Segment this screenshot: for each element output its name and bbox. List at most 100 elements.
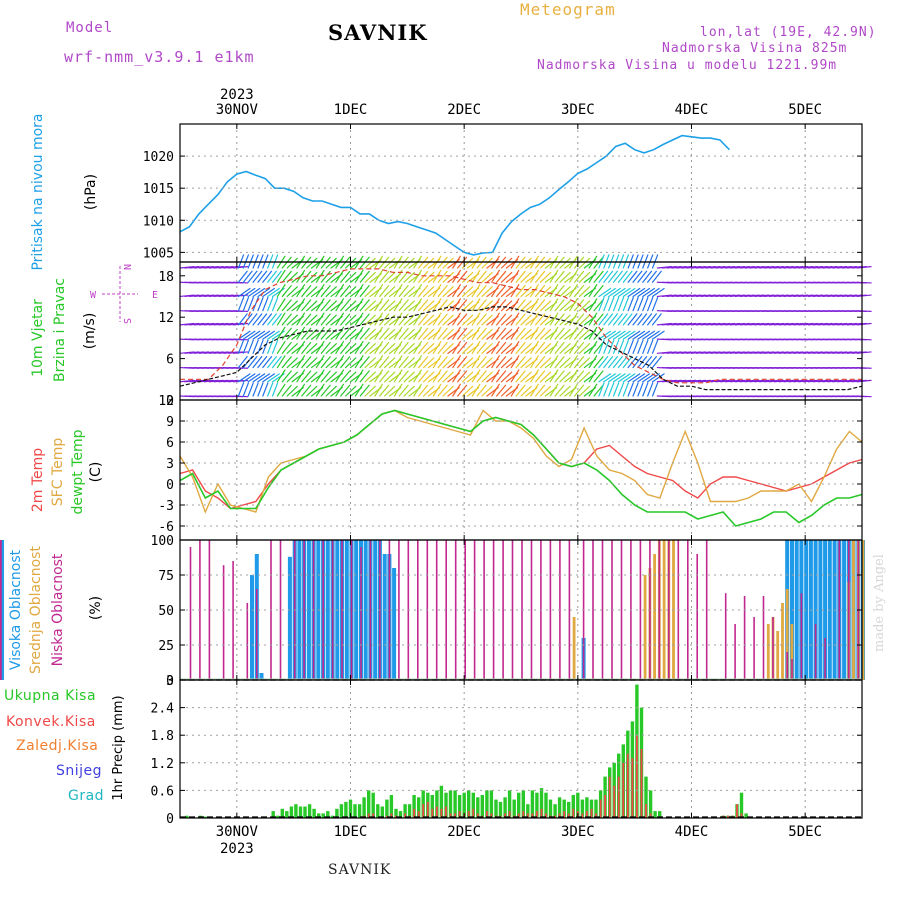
total-rain-bar — [339, 804, 344, 818]
wind-barb — [603, 373, 616, 383]
total-rain-bar — [562, 799, 566, 818]
wind-barb — [432, 355, 442, 369]
wind-barb — [856, 281, 872, 284]
wind-barb — [306, 300, 318, 312]
dewpoint-line — [179, 409, 863, 527]
precip-axis-label: 1hr Precip (mm) — [111, 695, 126, 800]
wind-barb — [559, 300, 571, 312]
wind-barb — [496, 370, 507, 383]
wind-barb — [262, 287, 275, 298]
wind-barb — [432, 369, 442, 383]
wind-barb — [637, 287, 651, 298]
wind-barb — [510, 326, 520, 340]
high-cloud-bar — [259, 673, 264, 680]
low-cloud-bar — [658, 540, 661, 680]
wind-barb — [232, 351, 249, 354]
wind-barb — [257, 373, 271, 383]
wind-barb — [856, 395, 872, 398]
wind-barb — [242, 330, 256, 340]
temp-unit-label: (C) — [88, 462, 104, 483]
wind-barb — [856, 366, 872, 369]
wind-barb — [403, 357, 415, 369]
wind-barb — [530, 340, 539, 354]
wind-barb — [422, 371, 435, 383]
wind-barb — [379, 384, 390, 397]
wind-barb — [281, 299, 292, 312]
wind-barb — [379, 285, 390, 298]
wind-barb — [569, 383, 578, 397]
wind-barb — [413, 284, 422, 298]
wind-barb — [413, 369, 422, 383]
wind-barb — [500, 357, 513, 369]
total-rain-bar — [512, 799, 516, 818]
high-cloud-bar — [297, 540, 302, 680]
wind-barb — [364, 385, 376, 397]
wind-barb — [306, 314, 318, 326]
wind-speed-line — [179, 306, 863, 391]
y-tick-label: 18 — [158, 270, 174, 285]
wind-barb — [559, 385, 571, 397]
wind-barb — [422, 271, 435, 283]
high-cloud-bar — [804, 540, 809, 680]
wind-barb — [301, 299, 312, 312]
wind-barb — [603, 355, 614, 369]
wind-barb — [500, 371, 513, 383]
total-rain-bar — [289, 806, 294, 818]
low-cloud-bar — [189, 547, 192, 680]
wind-barb — [340, 384, 351, 397]
wind-barb — [496, 384, 507, 397]
wind-barb — [573, 341, 585, 354]
y-tick-label: 0 — [166, 674, 174, 689]
wind-barb — [612, 270, 623, 283]
high-cloud-axis-label: Visoka Oblacnost — [8, 549, 24, 670]
wind-barb — [354, 326, 364, 340]
wind-barb — [476, 341, 487, 354]
wind-barb — [398, 270, 409, 283]
wind-barb — [496, 313, 507, 326]
wind-barb — [569, 269, 578, 283]
wind-barb — [271, 297, 279, 312]
wind-barb — [442, 286, 454, 298]
convective-rain-bar — [727, 815, 729, 818]
wind-barb — [364, 343, 376, 354]
x-label-top: 30NOV — [216, 102, 259, 118]
wind-barb — [603, 270, 614, 283]
wind-barb — [398, 285, 409, 298]
total-rain-bar — [594, 799, 598, 818]
wind-barb — [520, 257, 532, 269]
wind-barb — [340, 356, 351, 369]
wind-barb — [608, 355, 618, 369]
total-rain-bar — [489, 790, 494, 818]
wind-barb — [608, 270, 618, 283]
convective-rain-bar — [595, 813, 597, 818]
wind-barb — [569, 326, 578, 340]
low-cloud-bar — [464, 540, 466, 680]
wind-barb — [301, 256, 312, 269]
wind-barb — [232, 395, 249, 398]
low-cloud-bar — [360, 547, 362, 680]
low-cloud-bar — [208, 540, 211, 680]
wind-barb — [262, 270, 273, 283]
x-label-bottom: 30NOV — [216, 824, 259, 840]
wind-barb — [856, 338, 872, 341]
wind-barb — [515, 384, 526, 397]
convective-rain-bar — [626, 753, 629, 818]
wind-barb — [320, 256, 331, 269]
wind-barb — [335, 298, 345, 312]
wind-barb — [320, 313, 331, 326]
wind-barb — [437, 370, 448, 383]
wind-barb — [481, 300, 493, 312]
wind-barb — [296, 355, 306, 369]
wind-barb — [578, 286, 591, 298]
wind-barb — [437, 270, 448, 283]
convective-rain-bar — [613, 785, 616, 818]
wind-barb — [539, 286, 552, 298]
wind-barb — [598, 313, 609, 326]
wind-barb — [354, 284, 364, 298]
convective-rain-bar — [649, 813, 652, 818]
wind-barb — [476, 327, 487, 340]
wind-barb — [461, 328, 474, 340]
wind-barb — [276, 312, 286, 326]
wind-barb — [603, 339, 610, 354]
high-cloud-bar — [392, 568, 397, 680]
